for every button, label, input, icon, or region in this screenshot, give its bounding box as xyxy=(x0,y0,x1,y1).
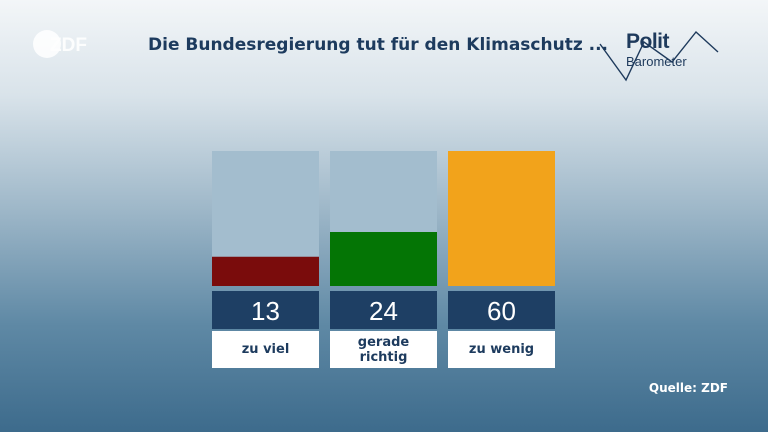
data-label: 24 xyxy=(369,296,398,326)
svg-text:ZDF: ZDF xyxy=(50,35,87,56)
category-label: zu viel xyxy=(241,342,290,357)
value-box xyxy=(212,291,319,329)
zdf-logo: ZDF xyxy=(33,30,87,58)
politbarometer-logo-line1: Polit xyxy=(626,30,670,53)
politbarometer-logo-line2: Barometer xyxy=(626,54,687,69)
bar xyxy=(448,151,555,286)
category-label-box xyxy=(448,331,555,368)
value-box xyxy=(330,291,437,329)
category-label-box xyxy=(330,331,437,368)
category-label: gerade richtig xyxy=(357,334,410,365)
category-label: zu wenig xyxy=(468,342,535,357)
data-label: 13 xyxy=(251,296,280,326)
source-note: Quelle: ZDF xyxy=(648,381,728,395)
value-box xyxy=(448,291,555,329)
category-label-box xyxy=(212,331,319,368)
chart-title: Die Bundesregierung tut für den Klimasch… xyxy=(148,35,609,55)
data-label: 60 xyxy=(487,296,516,326)
politbarometer-logo xyxy=(599,30,719,82)
bar xyxy=(212,256,319,286)
bar xyxy=(330,232,437,286)
